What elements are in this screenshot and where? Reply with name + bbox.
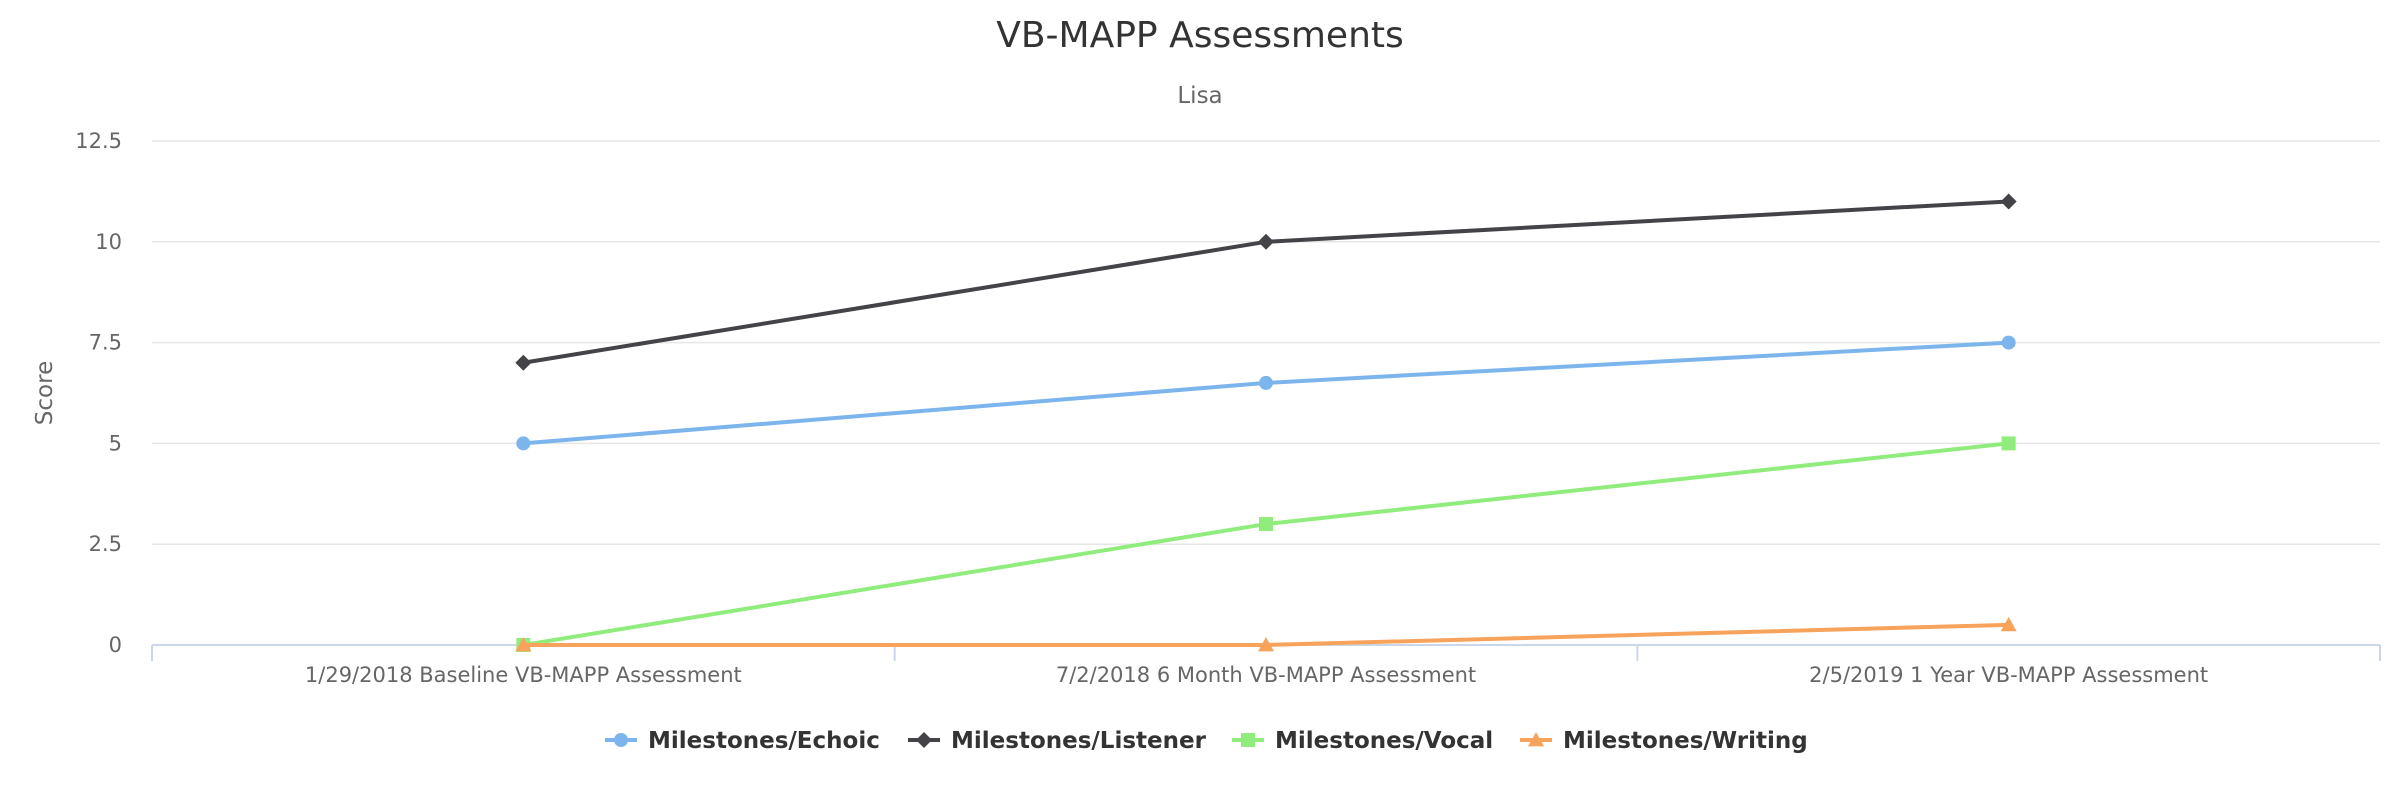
data-point[interactable] — [516, 436, 531, 451]
legend[interactable]: Milestones/Echoic Milestones/Listener Mile… — [605, 728, 1808, 754]
legend-marker[interactable] — [614, 733, 628, 747]
data-point[interactable] — [2000, 616, 2017, 632]
legend-item[interactable]: Milestones/Echoic — [605, 728, 880, 754]
x-tick-label: 7/2/2018 6 Month VB-MAPP Assessment — [1056, 663, 1476, 687]
legend-marker[interactable] — [1241, 733, 1255, 747]
chart-subtitle: Lisa — [1177, 83, 1222, 109]
series-0 — [516, 335, 2016, 451]
legend-label: Milestones/Vocal — [1275, 728, 1493, 754]
y-tick-label: 7.5 — [89, 331, 122, 355]
data-point[interactable] — [1259, 517, 1273, 532]
legend-item[interactable]: Milestones/Listener — [908, 728, 1207, 754]
legend-item[interactable]: Milestones/Writing — [1520, 728, 1808, 754]
x-tick-label: 2/5/2019 1 Year VB-MAPP Assessment — [1809, 663, 2208, 687]
series-1 — [515, 193, 2017, 371]
grid-lines — [152, 140, 2380, 646]
legend-label: Milestones/Writing — [1563, 728, 1808, 754]
y-axis: 0 2.5 5 7.5 10 12.5 — [75, 129, 122, 657]
data-point[interactable] — [1258, 233, 1274, 250]
legend-label: Milestones/Echoic — [648, 728, 880, 754]
series-group — [515, 193, 2017, 652]
y-tick-label: 10 — [95, 230, 122, 254]
y-tick-label: 12.5 — [75, 129, 122, 153]
legend-marker[interactable] — [916, 732, 932, 748]
data-point[interactable] — [1258, 637, 1274, 652]
legend-marker[interactable] — [1528, 732, 1544, 747]
y-tick-label: 5 — [109, 431, 122, 455]
y-tick-label: 0 — [109, 633, 122, 657]
data-point[interactable] — [2000, 193, 2017, 210]
legend-label: Milestones/Listener — [951, 728, 1207, 754]
series-2 — [516, 436, 2016, 652]
data-point[interactable] — [2001, 335, 2016, 350]
series-3 — [515, 616, 2017, 652]
y-axis-label: Score — [32, 361, 58, 425]
data-point[interactable] — [515, 354, 532, 371]
data-point[interactable] — [515, 637, 532, 652]
data-point[interactable] — [2001, 436, 2016, 451]
chart-title: VB-MAPP Assessments — [996, 15, 1404, 56]
series-line[interactable] — [521, 340, 2011, 446]
y-tick-label: 2.5 — [89, 532, 122, 556]
series-line[interactable] — [521, 199, 2011, 365]
x-tick-label: 1/29/2018 Baseline VB-MAPP Assessment — [305, 663, 742, 687]
data-point[interactable] — [1259, 375, 1273, 390]
legend-item[interactable]: Milestones/Vocal — [1232, 728, 1493, 754]
